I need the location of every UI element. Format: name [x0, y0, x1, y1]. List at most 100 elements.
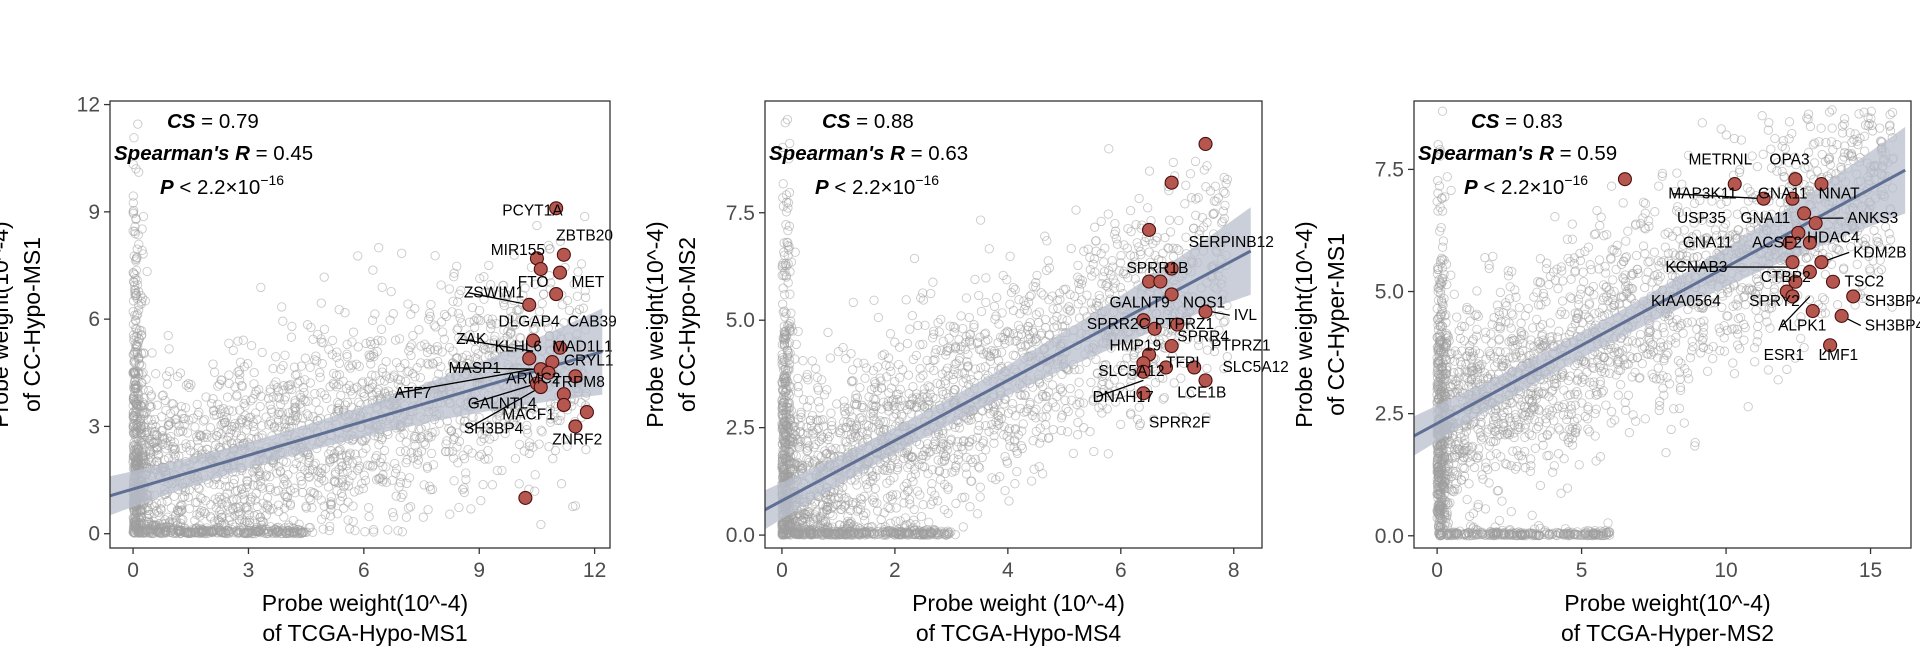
background-point — [1053, 303, 1063, 313]
background-point — [344, 450, 355, 460]
background-point — [342, 397, 353, 408]
background-point — [283, 470, 293, 480]
background-point — [250, 408, 261, 418]
background-point — [1210, 181, 1221, 191]
background-point — [1129, 251, 1139, 262]
background-point — [795, 420, 805, 431]
background-point — [1022, 325, 1033, 335]
background-point — [896, 395, 906, 406]
background-point — [296, 526, 306, 536]
background-point — [555, 415, 565, 426]
background-point — [953, 449, 964, 460]
background-point — [1068, 448, 1079, 459]
background-point — [1041, 265, 1052, 276]
highlighted-point — [556, 247, 571, 262]
background-point — [162, 496, 172, 506]
background-point — [163, 453, 174, 463]
background-point — [367, 370, 377, 380]
background-point — [998, 270, 1008, 281]
background-point — [128, 159, 138, 170]
gene-label: ZBTB20 — [556, 227, 613, 244]
background-point — [1103, 282, 1113, 292]
background-point — [461, 474, 471, 485]
background-point — [296, 476, 306, 486]
background-point — [909, 253, 920, 264]
background-point — [848, 425, 859, 435]
background-point — [134, 394, 144, 405]
background-point — [370, 309, 380, 319]
background-point — [830, 493, 840, 504]
background-point — [447, 446, 458, 457]
background-point — [822, 385, 832, 395]
background-point — [1126, 226, 1136, 237]
background-point — [263, 393, 274, 404]
background-point — [785, 138, 795, 149]
background-point — [1100, 360, 1111, 370]
background-point — [174, 526, 184, 536]
background-point — [950, 422, 960, 432]
background-point — [1132, 238, 1142, 248]
background-point — [164, 344, 174, 354]
background-point — [791, 430, 801, 441]
background-point — [832, 500, 843, 510]
background-point — [1136, 340, 1146, 350]
background-point — [855, 382, 865, 393]
background-point — [952, 442, 962, 452]
background-point — [237, 514, 247, 524]
background-point — [783, 397, 793, 407]
background-point — [200, 415, 210, 425]
background-point — [537, 298, 547, 309]
background-point — [933, 318, 943, 328]
background-point — [209, 367, 220, 377]
background-point — [180, 413, 190, 424]
background-point — [779, 247, 789, 257]
background-point — [430, 322, 441, 332]
background-point — [1013, 430, 1024, 440]
background-point — [869, 394, 879, 404]
background-point — [497, 338, 507, 348]
background-point — [168, 528, 178, 538]
background-point — [155, 504, 166, 514]
background-point — [778, 352, 788, 363]
background-point — [350, 449, 360, 459]
background-point — [957, 493, 967, 503]
background-point — [424, 308, 435, 318]
background-point — [1097, 278, 1107, 289]
background-point — [133, 419, 143, 429]
background-point — [485, 318, 496, 328]
background-point — [984, 426, 994, 437]
background-point — [137, 330, 147, 340]
background-point — [377, 282, 387, 292]
background-point — [1027, 337, 1037, 347]
background-point — [228, 503, 238, 514]
background-point — [516, 333, 526, 343]
background-point — [1086, 298, 1097, 308]
background-point — [1043, 433, 1054, 443]
background-point — [154, 450, 164, 461]
background-point — [902, 404, 912, 415]
background-point — [425, 311, 435, 322]
background-point — [1034, 307, 1045, 317]
background-point — [1107, 255, 1117, 266]
background-point — [317, 359, 327, 369]
background-point — [398, 489, 408, 500]
background-point — [908, 382, 918, 392]
background-point — [316, 495, 326, 505]
background-point — [859, 358, 869, 368]
background-point — [933, 496, 943, 506]
background-point — [808, 528, 818, 538]
background-point — [858, 510, 869, 521]
background-point — [286, 332, 297, 342]
background-point — [256, 282, 266, 293]
background-point — [377, 336, 387, 346]
background-point — [522, 425, 532, 435]
background-point — [342, 349, 352, 359]
background-point — [184, 504, 195, 514]
background-point — [1083, 244, 1093, 254]
background-point — [1065, 306, 1076, 316]
background-point — [1136, 249, 1146, 260]
background-point — [1195, 225, 1205, 236]
background-point — [242, 476, 253, 487]
background-point — [358, 377, 368, 387]
background-point — [1185, 321, 1195, 331]
